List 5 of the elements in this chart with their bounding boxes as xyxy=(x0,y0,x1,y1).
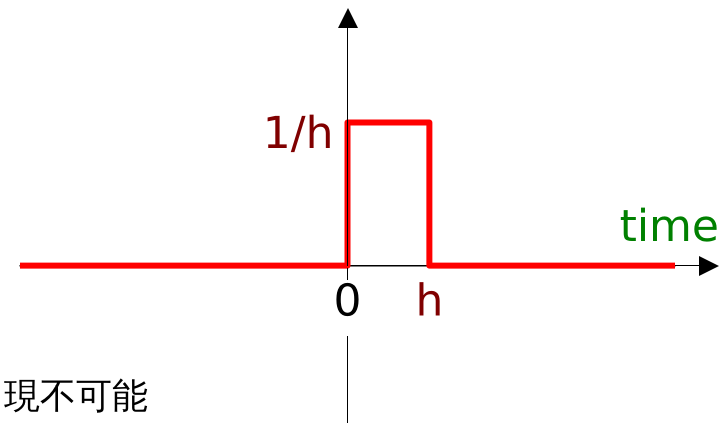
x-axis-title: time xyxy=(620,201,719,252)
annotation: 1/h xyxy=(262,108,334,159)
x-tick-label: h xyxy=(415,275,444,326)
text: 現不可能 xyxy=(4,375,148,419)
x-tick-label: 0 xyxy=(334,275,362,326)
